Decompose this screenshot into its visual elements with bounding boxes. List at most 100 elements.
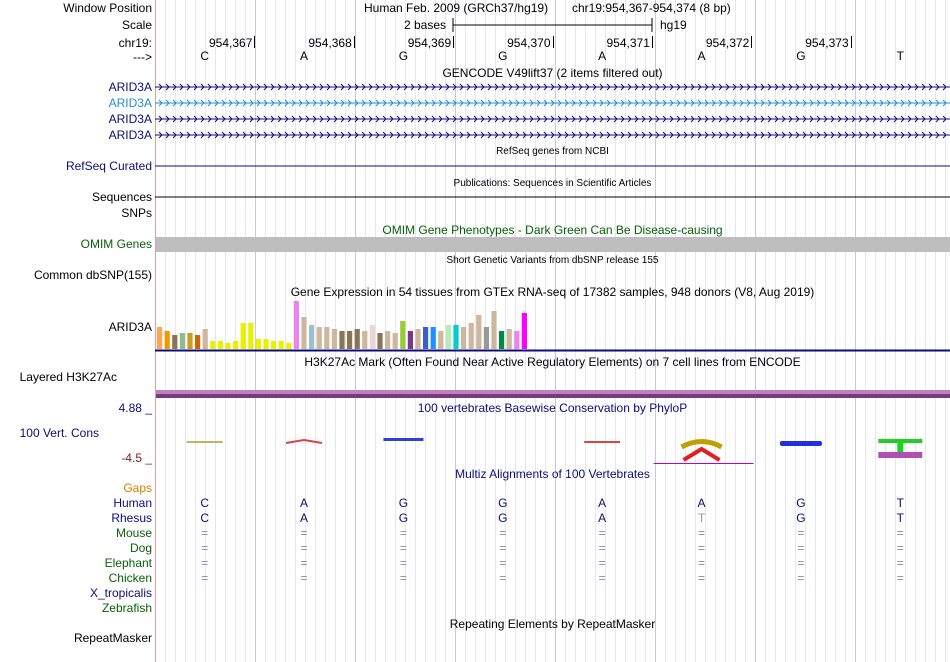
gencode-title[interactable]: GENCODE V49lift37 (2 items filtered out): [442, 66, 663, 80]
h3k27ac-band-top: [156, 390, 950, 394]
species-label[interactable]: Rhesus: [111, 511, 152, 525]
phylop-logo-t-top: [878, 439, 923, 443]
gene-strand-arrows: [158, 83, 947, 91]
gencode-gene-label-4[interactable]: ARID3A: [108, 128, 152, 142]
species-label[interactable]: Elephant: [104, 556, 152, 570]
gtex-tissue-bar: [271, 341, 277, 349]
gtex-tissue-bar: [187, 333, 193, 349]
snps-label[interactable]: SNPs: [121, 206, 152, 220]
chrom-tick-mark: [254, 36, 256, 48]
chrom-label: chr19:: [118, 36, 152, 50]
repeatmasker-title[interactable]: Repeating Elements by RepeatMasker: [449, 617, 656, 631]
species-label[interactable]: Chicken: [108, 571, 152, 585]
gencode-gene-label-2[interactable]: ARID3A: [108, 96, 152, 110]
gtex-tissue-bar: [506, 329, 512, 349]
species-base: =: [499, 541, 507, 555]
species-base: =: [698, 541, 706, 555]
gtex-tissue-bar: [415, 329, 421, 349]
omim-title[interactable]: OMIM Gene Phenotypes - Dark Green Can Be…: [382, 223, 723, 237]
gtex-tissue-bar: [331, 329, 337, 349]
species-base: =: [399, 556, 407, 570]
gtex-tissue-bar: [347, 331, 353, 349]
gtex-tissue-bar: [263, 339, 269, 349]
phylop-min: -4.5 _: [121, 451, 152, 465]
phylop-label[interactable]: 100 Vert. Cons: [19, 426, 99, 440]
gtex-tissue-bar: [354, 329, 360, 349]
strand-label: --->: [133, 50, 152, 64]
chrom-tick-label: 954,368: [308, 36, 352, 50]
species-base: =: [896, 526, 904, 540]
species-base: =: [797, 571, 805, 585]
chrom-tick-mark: [552, 36, 554, 48]
species-base: =: [896, 571, 904, 585]
gtex-tissue-bar: [316, 327, 322, 349]
scale-db-text: hg19: [660, 18, 687, 32]
species-base: =: [499, 526, 507, 540]
species-base: =: [896, 541, 904, 555]
gtex-tissue-bar: [339, 331, 345, 349]
species-base: G: [398, 496, 409, 510]
gtex-tissue-bar: [499, 331, 505, 349]
publications-title[interactable]: Publications: Sequences in Scientific Ar…: [453, 178, 652, 189]
gtex-title[interactable]: Gene Expression in 54 tissues from GTEx …: [290, 285, 815, 299]
species-label[interactable]: X_tropicalis: [89, 586, 152, 600]
gtex-tissue-bar: [324, 327, 330, 349]
gtex-tissue-bar: [423, 327, 429, 349]
gtex-tissue-bar: [392, 333, 398, 349]
gtex-tissue-bar: [286, 343, 292, 349]
publications-label[interactable]: Sequences: [91, 190, 152, 204]
gtex-tissue-bar: [362, 331, 368, 349]
gtex-tissue-bar: [445, 325, 451, 349]
gtex-tissue-bar: [301, 317, 307, 349]
gtex-tissue-bar: [248, 323, 254, 349]
repeatmasker-label[interactable]: RepeatMasker: [73, 631, 152, 645]
phylop-title[interactable]: 100 vertebrates Basewise Conservation by…: [417, 401, 688, 415]
species-base: A: [598, 511, 607, 525]
species-label[interactable]: Zebrafish: [101, 601, 152, 615]
species-base: G: [796, 496, 806, 510]
gtex-tissue-bar: [202, 329, 208, 349]
species-base: C: [200, 511, 210, 525]
omim-label[interactable]: OMIM Genes: [80, 237, 152, 251]
species-base: G: [398, 511, 409, 525]
gtex-tissue-bar: [521, 313, 527, 349]
gencode-gene-label-3[interactable]: ARID3A: [108, 112, 152, 126]
species-base: =: [399, 526, 407, 540]
species-base: =: [499, 571, 507, 585]
species-base: =: [797, 526, 805, 540]
species-base: =: [698, 556, 706, 570]
position-text: chr19:954,367-954,374 (8 bp): [572, 1, 731, 15]
species-base: =: [201, 541, 209, 555]
window-position-label: Window Position: [63, 1, 152, 15]
h3k27ac-label[interactable]: Layered H3K27Ac: [19, 370, 117, 384]
species-base: =: [300, 571, 308, 585]
multiz-title[interactable]: Multiz Alignments of 100 Vertebrates: [455, 467, 650, 481]
species-base: =: [698, 571, 706, 585]
gtex-tissue-bar: [491, 311, 497, 349]
gtex-tissue-bar: [476, 315, 482, 349]
chrom-tick-label: 954,370: [507, 36, 551, 50]
species-label[interactable]: Human: [113, 496, 152, 510]
dbsnp-title[interactable]: Short Genetic Variants from dbSNP releas…: [446, 255, 659, 266]
phylop-max: 4.88 _: [118, 401, 152, 415]
species-base: A: [300, 496, 309, 510]
assembly-text: Human Feb. 2009 (GRCh37/hg19): [364, 1, 549, 15]
reference-base: G: [796, 49, 806, 63]
dbsnp-label[interactable]: Common dbSNP(155): [33, 268, 152, 282]
species-label[interactable]: Dog: [129, 541, 152, 555]
species-base: =: [598, 556, 606, 570]
refseq-label[interactable]: RefSeq Curated: [65, 159, 152, 173]
gtex-tissue-bar: [195, 335, 201, 349]
gencode-gene-label-1[interactable]: ARID3A: [108, 80, 152, 94]
species-base: =: [598, 526, 606, 540]
gtex-gene-label[interactable]: ARID3A: [108, 320, 152, 334]
h3k27ac-title[interactable]: H3K27Ac Mark (Often Found Near Active Re…: [304, 355, 801, 369]
species-base: =: [698, 526, 706, 540]
gtex-tissue-bar: [461, 327, 467, 349]
gtex-tissue-bar: [157, 327, 163, 349]
gtex-tissue-bar: [483, 327, 489, 349]
species-base: =: [300, 556, 308, 570]
refseq-title[interactable]: RefSeq genes from NCBI: [496, 146, 609, 157]
species-base: =: [300, 541, 308, 555]
species-label[interactable]: Mouse: [115, 526, 152, 540]
